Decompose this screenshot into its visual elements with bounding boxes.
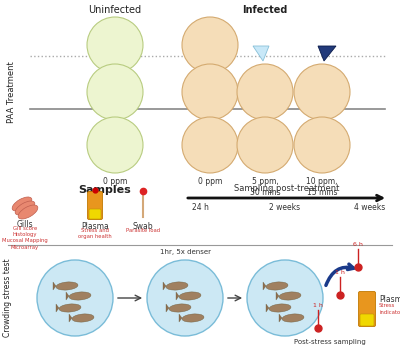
Ellipse shape <box>56 282 78 290</box>
Ellipse shape <box>72 314 94 322</box>
Text: 6 h: 6 h <box>353 242 363 247</box>
Text: 5 ppm,
30 mins: 5 ppm, 30 mins <box>250 177 280 197</box>
Ellipse shape <box>69 292 91 300</box>
Text: Gills: Gills <box>17 220 33 229</box>
Circle shape <box>182 64 238 120</box>
Circle shape <box>247 260 323 336</box>
Text: 1 h: 1 h <box>313 303 323 308</box>
Text: Stress
indicators: Stress indicators <box>379 303 400 315</box>
Circle shape <box>87 17 143 73</box>
Text: Infected: Infected <box>242 5 288 15</box>
Polygon shape <box>69 314 72 322</box>
Polygon shape <box>318 46 336 61</box>
Text: 24 h: 24 h <box>192 203 208 212</box>
Text: Samples: Samples <box>79 185 131 195</box>
Text: Post-stress sampling: Post-stress sampling <box>294 339 366 345</box>
Polygon shape <box>276 292 279 300</box>
Ellipse shape <box>182 314 204 322</box>
Ellipse shape <box>266 282 288 290</box>
Ellipse shape <box>59 304 81 312</box>
Polygon shape <box>66 292 69 300</box>
Circle shape <box>237 64 293 120</box>
Text: 0 ppm: 0 ppm <box>103 177 127 186</box>
Polygon shape <box>179 314 182 322</box>
Polygon shape <box>279 314 282 322</box>
Ellipse shape <box>279 292 301 300</box>
Ellipse shape <box>18 205 38 219</box>
Text: Crowding stress test: Crowding stress test <box>4 259 12 337</box>
Polygon shape <box>266 304 269 312</box>
Text: Sampling post-treatment: Sampling post-treatment <box>234 184 340 193</box>
Polygon shape <box>263 282 266 290</box>
Text: 0 ppm: 0 ppm <box>198 177 222 186</box>
Text: Gill score
Histology
Mucosal Mapping
Microarray: Gill score Histology Mucosal Mapping Mic… <box>2 226 48 250</box>
FancyBboxPatch shape <box>358 292 376 327</box>
Text: PAA Treatment: PAA Treatment <box>8 61 16 123</box>
Text: Stress and
organ health: Stress and organ health <box>78 228 112 239</box>
Circle shape <box>182 17 238 73</box>
Ellipse shape <box>179 292 201 300</box>
Polygon shape <box>53 282 56 290</box>
Ellipse shape <box>166 282 188 290</box>
Polygon shape <box>253 46 269 61</box>
Circle shape <box>87 117 143 173</box>
Ellipse shape <box>169 304 191 312</box>
Text: 10 ppm,
15 mins: 10 ppm, 15 mins <box>306 177 338 197</box>
Circle shape <box>182 117 238 173</box>
Ellipse shape <box>269 304 291 312</box>
Text: Swab: Swab <box>133 222 153 231</box>
Ellipse shape <box>15 201 35 215</box>
Ellipse shape <box>12 197 32 211</box>
Polygon shape <box>56 304 59 312</box>
Polygon shape <box>163 282 166 290</box>
Polygon shape <box>176 292 179 300</box>
Circle shape <box>237 117 293 173</box>
Circle shape <box>294 117 350 173</box>
FancyBboxPatch shape <box>88 191 102 219</box>
Polygon shape <box>166 304 169 312</box>
Text: 1 h: 1 h <box>335 270 345 275</box>
Text: 2 weeks: 2 weeks <box>270 203 300 212</box>
Text: 4 weeks: 4 weeks <box>354 203 386 212</box>
Text: Parasite load: Parasite load <box>126 228 160 233</box>
Circle shape <box>294 64 350 120</box>
Text: Plasma: Plasma <box>379 295 400 304</box>
Text: 1hr, 5x denser: 1hr, 5x denser <box>160 249 210 255</box>
Circle shape <box>87 64 143 120</box>
Circle shape <box>147 260 223 336</box>
FancyBboxPatch shape <box>89 209 101 219</box>
Ellipse shape <box>282 314 304 322</box>
FancyBboxPatch shape <box>360 314 374 326</box>
Circle shape <box>37 260 113 336</box>
Text: Uninfected: Uninfected <box>88 5 142 15</box>
Text: Plasma: Plasma <box>81 222 109 231</box>
